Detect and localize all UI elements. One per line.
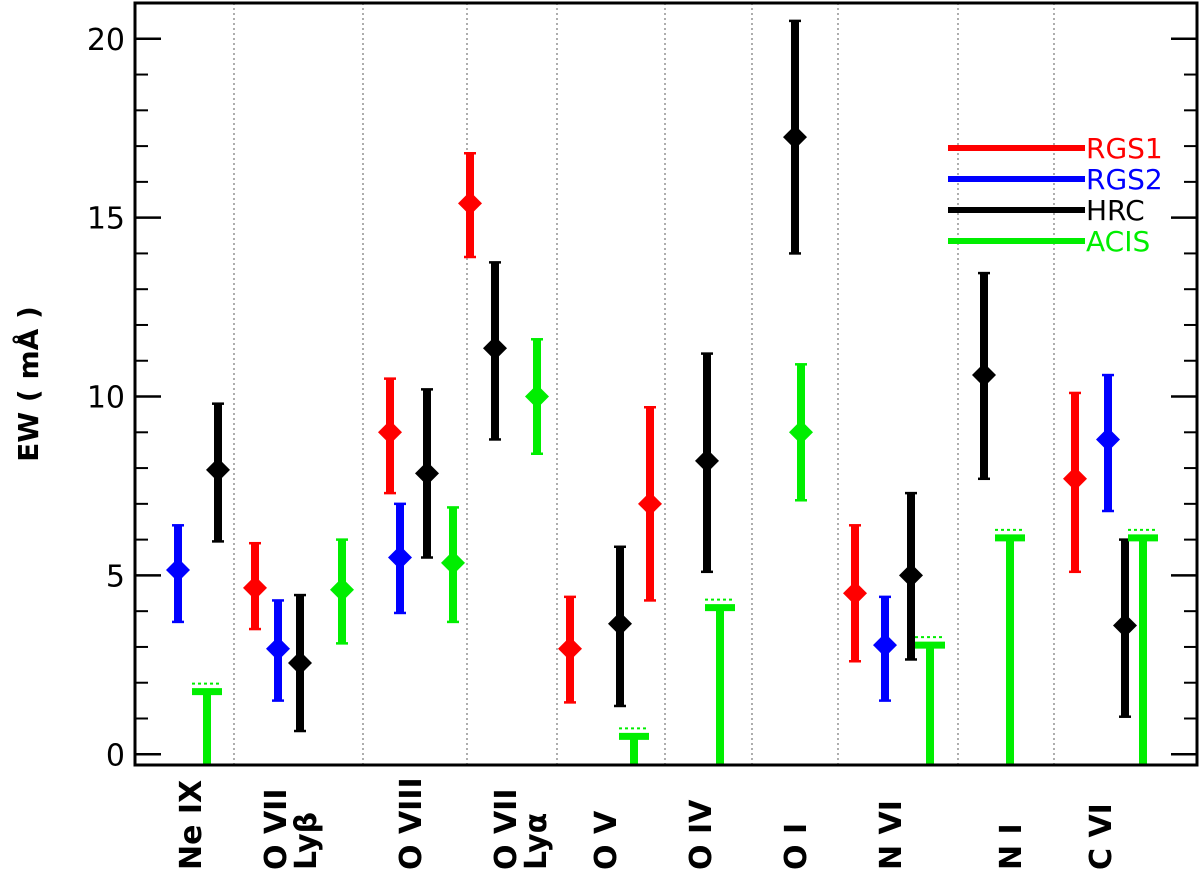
diamond-marker	[525, 384, 549, 409]
diamond-marker	[388, 545, 412, 570]
diamond-marker	[441, 550, 465, 575]
diamond-marker	[1063, 466, 1087, 491]
y-tick-label: 10	[87, 381, 125, 416]
legend-entry-hrc: HRC	[948, 194, 1145, 227]
diamond-marker	[972, 363, 996, 388]
acis-upper-limit-8	[995, 528, 1025, 765]
y-axis-label: EW ( mÅ )	[11, 306, 45, 462]
diamond-marker	[608, 611, 632, 636]
hrc-point-0	[206, 402, 230, 543]
diamond-marker	[243, 575, 267, 600]
diamond-marker	[783, 125, 807, 150]
legend-entry-rgs1: RGS1	[948, 132, 1163, 165]
acis-upper-limit-5	[705, 598, 735, 765]
diamond-marker	[378, 420, 402, 445]
rgs2-point-9	[1096, 373, 1120, 513]
acis-point-6	[789, 363, 813, 502]
legend-label: RGS1	[1086, 132, 1163, 165]
y-tick-label: 0	[106, 738, 125, 773]
category-label-1-0: O VII	[259, 789, 294, 871]
rgs1-point-2	[378, 377, 402, 495]
acis-upper-limit-9	[1128, 528, 1158, 765]
y-axis: 0 5 10 15 20	[87, 23, 1197, 773]
acis-point-1	[330, 538, 354, 645]
category-label-8-0: N I	[994, 823, 1029, 870]
diamond-marker	[1096, 427, 1120, 452]
diamond-marker	[873, 633, 897, 658]
rgs1-point-7	[843, 524, 867, 663]
category-label-9-0: C VI	[1084, 803, 1119, 870]
rgs1-point-4	[558, 595, 582, 704]
acis-upper-limit-0	[192, 682, 222, 765]
diamond-marker	[1113, 613, 1137, 638]
category-label-3-0: O VII	[489, 789, 524, 871]
hrc-point-7	[899, 491, 923, 661]
acis-upper-limit-4	[619, 727, 649, 765]
hrc-point-1	[288, 593, 312, 733]
rgs2-point-1	[266, 599, 290, 702]
data-points	[166, 19, 1158, 765]
hrc-point-6	[783, 19, 807, 255]
acis-point-2	[441, 506, 465, 624]
rgs1-point-1	[243, 541, 267, 631]
rgs2-point-7	[873, 595, 897, 702]
hrc-point-8	[972, 271, 996, 481]
legend-label: HRC	[1086, 194, 1145, 227]
diamond-marker	[638, 491, 662, 516]
diamond-marker	[789, 420, 813, 445]
rgs1-point-3	[458, 152, 482, 259]
category-label-1-1: Lyβ	[289, 812, 324, 870]
hrc-point-4	[608, 545, 632, 708]
category-label-0-0: Ne IX	[174, 780, 209, 870]
diamond-marker	[558, 636, 582, 661]
y-tick-label: 20	[87, 23, 125, 58]
y-tick-label: 5	[106, 559, 125, 594]
legend-label: RGS2	[1086, 163, 1163, 196]
rgs2-point-0	[166, 524, 190, 624]
diamond-marker	[166, 558, 190, 583]
diamond-marker	[266, 636, 290, 661]
legend-label: ACIS	[1086, 225, 1150, 258]
diamond-marker	[415, 461, 439, 486]
legend-entry-acis: ACIS	[948, 225, 1150, 258]
diamond-marker	[288, 651, 312, 676]
rgs1-point-5	[638, 406, 662, 602]
category-label-4-0: O V	[589, 810, 624, 870]
rgs2-point-2	[388, 502, 412, 615]
rgs1-point-9	[1063, 391, 1087, 574]
legend-entry-rgs2: RGS2	[948, 163, 1163, 196]
hrc-point-5	[695, 352, 719, 574]
plot-frame	[133, 1, 1199, 767]
y-tick-label: 15	[87, 202, 125, 237]
category-separators	[233, 3, 1055, 765]
category-label-5-0: O IV	[684, 799, 719, 870]
acis-upper-limit-7	[915, 636, 945, 765]
hrc-point-9	[1113, 538, 1137, 718]
hrc-point-3	[483, 261, 507, 441]
diamond-marker	[695, 448, 719, 473]
category-label-3-1: Lyα	[519, 813, 554, 870]
diamond-marker	[843, 581, 867, 606]
hrc-point-2	[415, 388, 439, 559]
diamond-marker	[899, 563, 923, 588]
diamond-marker	[330, 577, 354, 602]
category-label-6-0: O I	[779, 823, 814, 870]
category-label-2-0: O VIII	[394, 777, 429, 870]
diamond-marker	[483, 336, 507, 361]
diamond-marker	[206, 457, 230, 482]
diamond-marker	[458, 191, 482, 216]
acis-point-3	[525, 338, 549, 456]
category-label-7-0: N VI	[874, 800, 909, 870]
